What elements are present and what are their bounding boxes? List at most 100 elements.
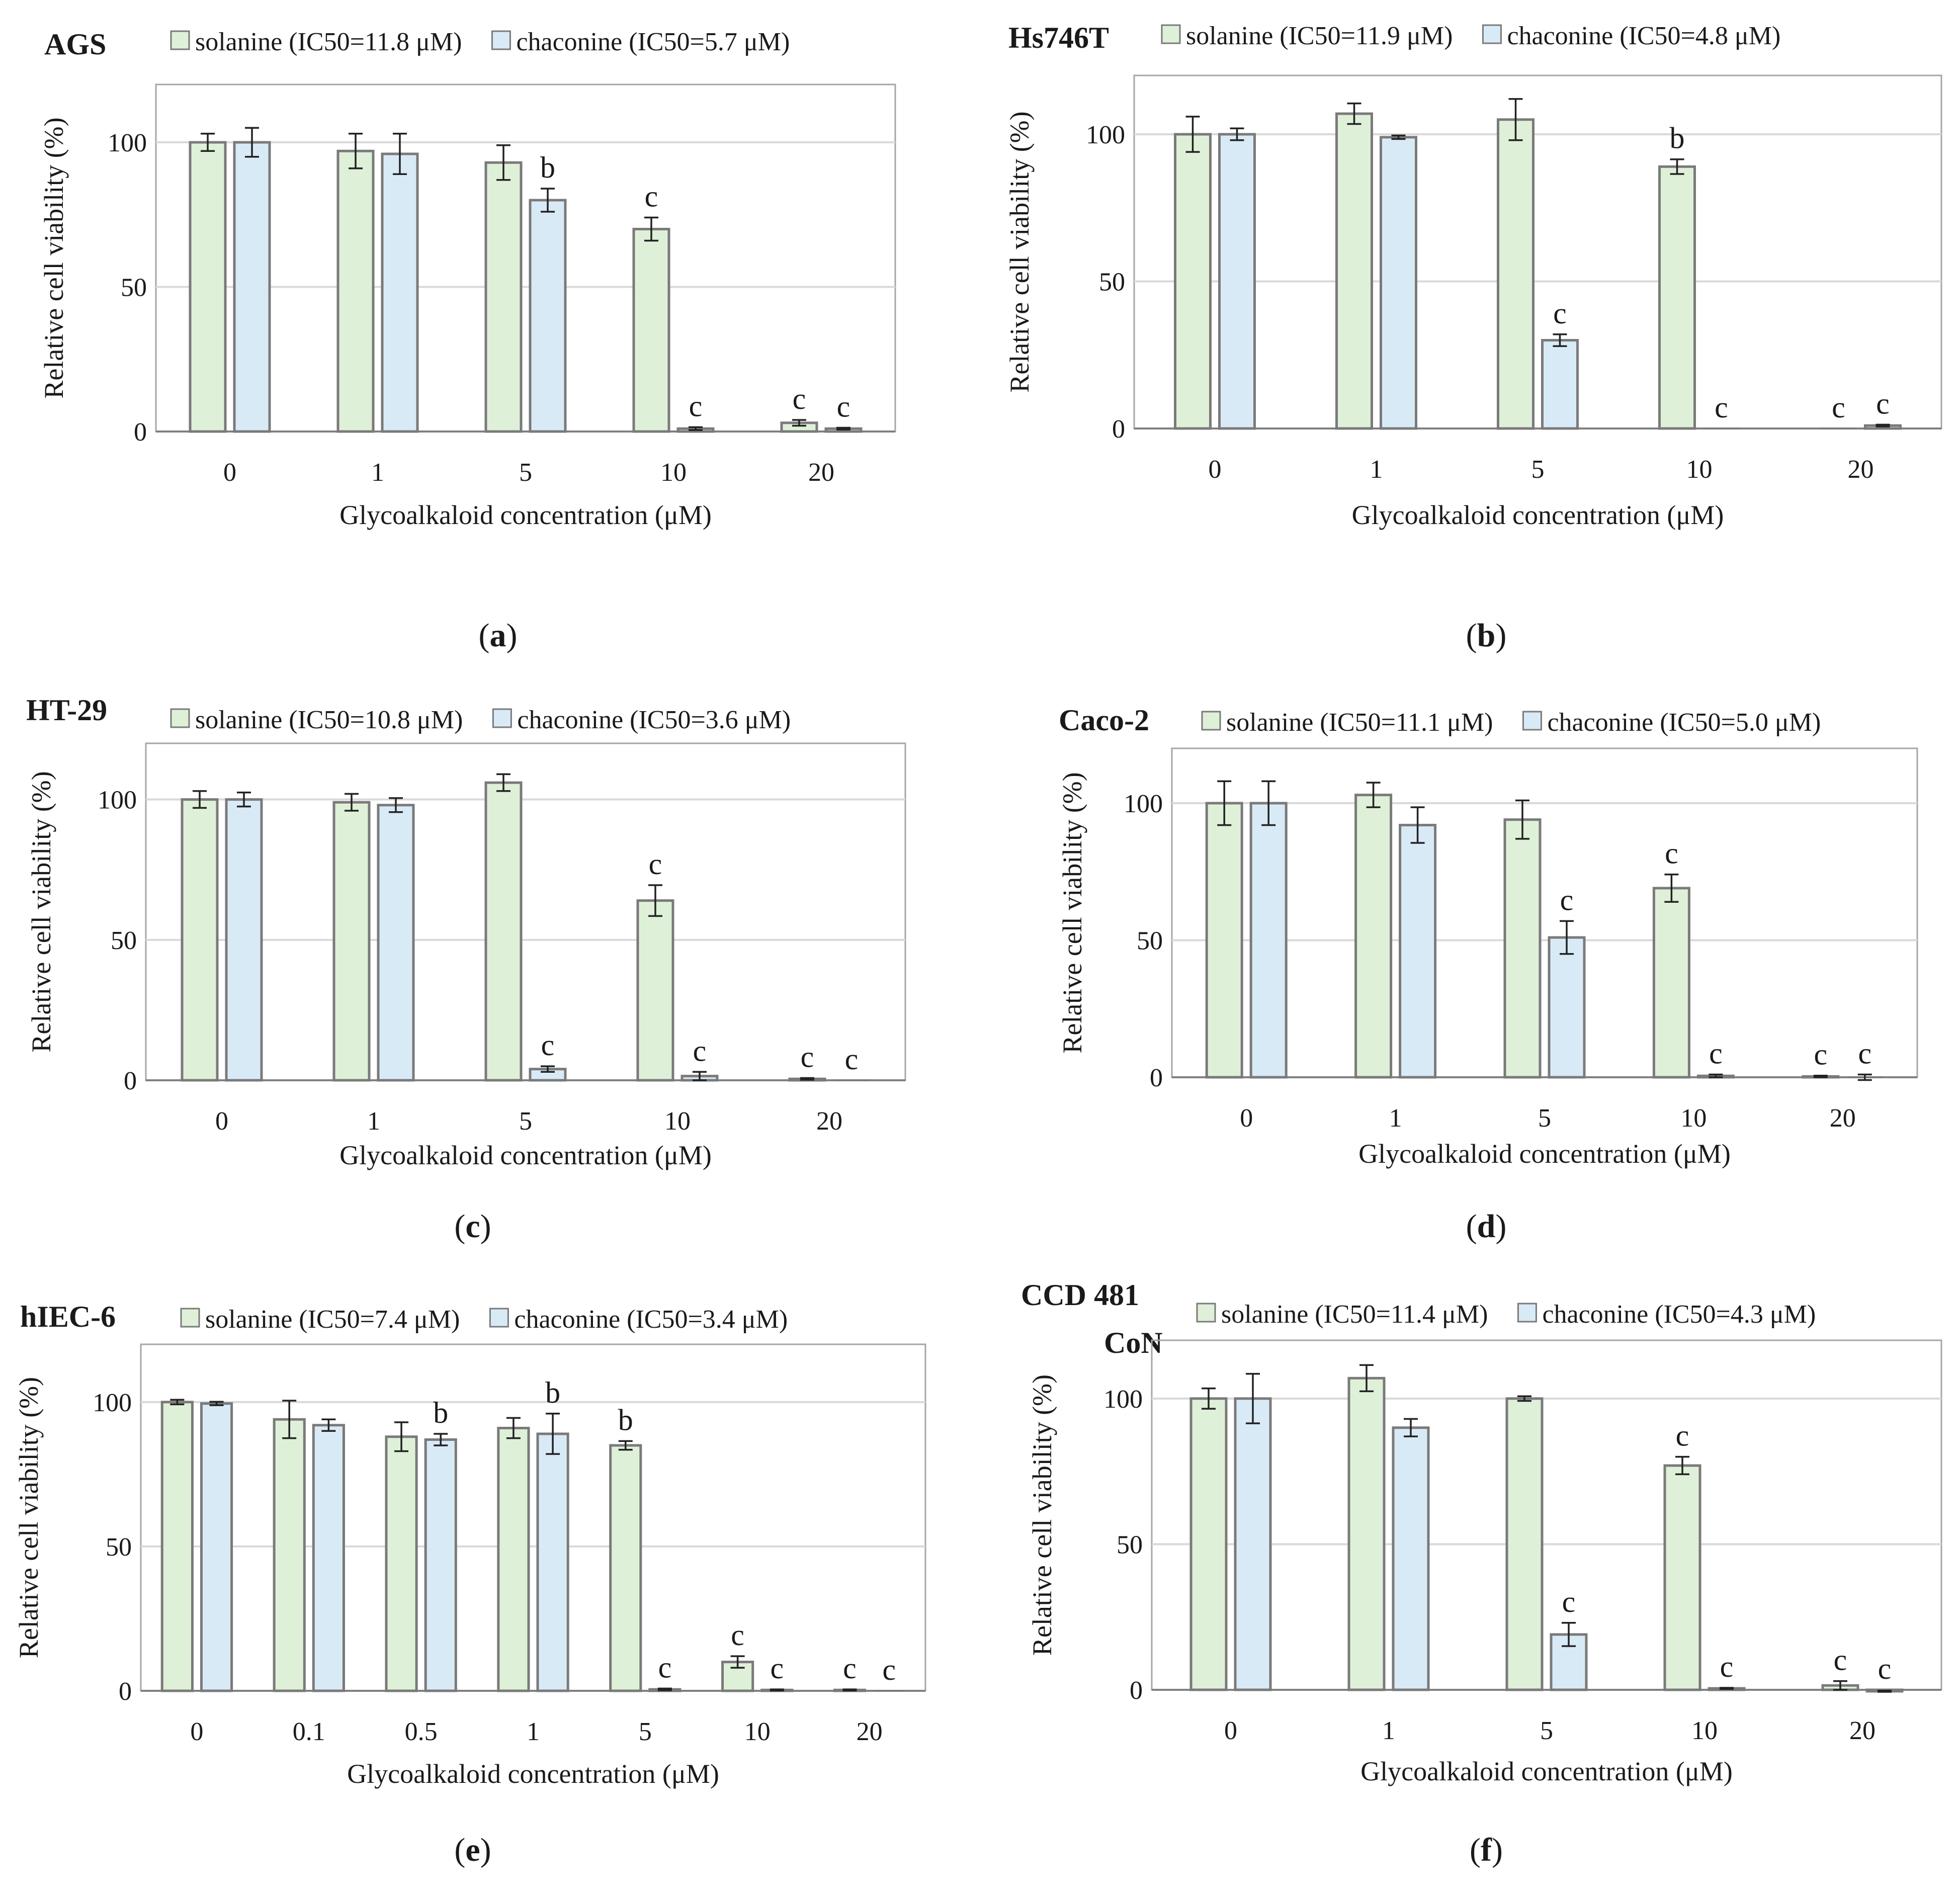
x-tick-label: 0.1 [293,1717,325,1746]
error-bar [321,1418,336,1432]
x-axis-title: Glycoalkaloid concentration (μM) [347,1759,719,1789]
error-bar [546,1413,560,1455]
y-tick-label: 100 [93,1389,132,1417]
significance-label: b [433,1396,448,1429]
x-tick-label: 5 [1538,1104,1551,1133]
significance-label: c [1832,391,1845,424]
error-bar [541,1065,555,1073]
legend-swatch [1482,24,1502,44]
error-bar [1857,1073,1872,1081]
panel-label-close: ) [1492,1832,1503,1868]
bar [381,152,419,433]
x-tick-label: 0 [1240,1104,1253,1133]
legend-label: chaconine (IC50=5.0 μM) [1547,708,1821,737]
panel-label-open: ( [454,1832,465,1868]
error-bar [1876,423,1890,427]
bar [1548,936,1586,1079]
legend-label: chaconine (IC50=4.8 μM) [1507,22,1780,50]
bar [529,199,567,433]
panel-label-close: ) [480,1208,491,1245]
error-bar [1562,1622,1576,1647]
x-axis-title: Glycoalkaloid concentration (μM) [1360,1756,1733,1786]
y-tick-label: 0 [124,1067,137,1095]
error-bar [842,1688,857,1692]
bar [536,1432,569,1692]
x-tick-label: 10 [1686,455,1713,484]
error-bar [1185,116,1200,153]
bar [1497,118,1535,430]
legend: solanine (IC50=11.4 μM) chaconine (IC50=4… [1196,1300,1816,1329]
bar [632,228,670,433]
bar [1503,818,1542,1079]
legend-label: solanine (IC50=11.1 μM) [1226,708,1493,737]
bar [225,798,263,1082]
y-tick-label: 50 [1137,927,1163,956]
legend-label: solanine (IC50=11.4 μM) [1221,1300,1488,1329]
panel-label-letter: b [1477,617,1496,654]
chart-title: HT-29 [26,694,107,727]
bar [181,798,219,1082]
significance-label: c [1560,883,1574,916]
error-bar [1347,102,1361,125]
error-bar [1515,799,1529,840]
y-tick-label: 50 [121,274,147,302]
error-bar [1560,920,1574,955]
bar [609,1444,642,1692]
panel-label: (b) [1466,617,1507,654]
x-tick-label: 1 [371,458,384,487]
panel-label-letter: e [465,1832,480,1868]
significance-label: c [649,847,662,881]
legend-swatch [1196,1303,1216,1323]
chart-title: Hs746T [1008,21,1109,54]
legend-label: solanine (IC50=11.8 μM) [195,28,462,56]
bar [1652,887,1690,1079]
error-bar [1553,333,1567,347]
x-tick-label: 0.5 [405,1717,438,1746]
error-bar [193,790,207,809]
significance-label: c [1834,1644,1847,1677]
error-bar [693,1071,707,1081]
error-bar [1720,1687,1734,1690]
error-bar [1217,780,1232,826]
significance-label: c [801,1041,814,1074]
significance-label: c [693,1034,707,1067]
error-bar [1664,873,1679,903]
x-tick-label: 10 [1691,1716,1718,1745]
legend-label: chaconine (IC50=5.7 μM) [516,28,790,56]
panel-label: (f) [1470,1832,1503,1868]
legend-swatch [1201,711,1221,731]
error-bar [1366,782,1381,808]
x-tick-label: 20 [808,458,834,487]
panel-label-open: ( [1466,1208,1477,1245]
bar [1380,136,1417,430]
y-tick-label: 0 [134,418,147,447]
error-bar [1508,98,1523,141]
x-tick-label: 20 [857,1717,883,1746]
error-bar [394,1421,409,1452]
legend-swatch [170,708,190,728]
legend-swatch [1522,711,1542,731]
x-axis-title: Glycoalkaloid concentration (μM) [1352,500,1724,530]
panel-label-close: ) [506,617,518,654]
chart-panel-e: hIEC-6 solanine (IC50=7.4 μM) chaconine (I… [14,1300,926,1868]
y-tick-label: 100 [1103,1385,1143,1414]
chart-panel-c: HT-29 solanine (IC50=10.8 μM) chaconine (I… [26,694,906,1245]
x-axis-title: Glycoalkaloid concentration (μM) [339,500,712,530]
significance-label: c [1876,387,1890,420]
significance-label: b [618,1403,633,1436]
error-bar [1813,1074,1828,1078]
x-tick-label: 5 [1531,455,1545,484]
error-bar [506,1417,521,1439]
panel-label-letter: f [1481,1832,1492,1868]
bar [1189,1397,1228,1691]
error-bar [1359,1364,1374,1393]
y-tick-label: 100 [108,129,147,157]
panel-label: (e) [454,1832,491,1868]
bar [200,1402,233,1692]
x-tick-label: 10 [744,1717,771,1746]
error-bar [541,188,555,213]
bar [233,141,271,433]
bar [1347,1377,1386,1691]
chart-title: AGS [44,28,106,61]
panel-label: (a) [479,617,518,654]
